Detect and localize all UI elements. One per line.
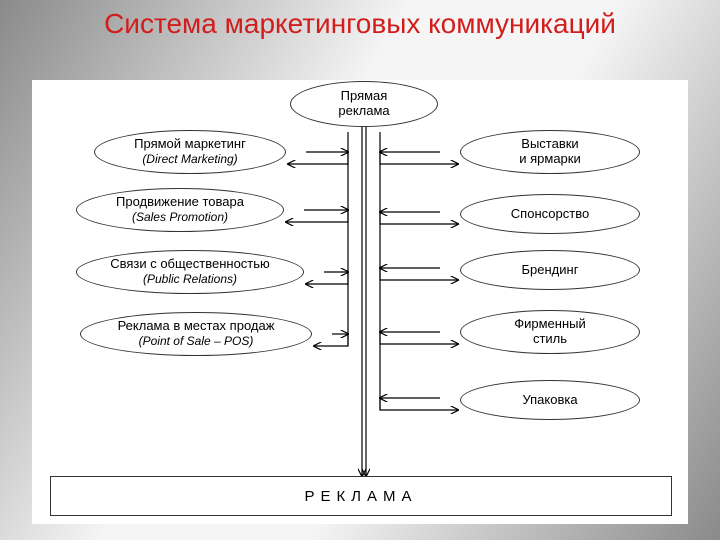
node-left-2-label: Продвижение товара (Sales Promotion)	[116, 195, 244, 225]
node-left-4: Реклама в местах продаж (Point of Sale –…	[80, 312, 312, 356]
node-right-5-label: Упаковка	[522, 393, 577, 408]
node-right-3: Брендинг	[460, 250, 640, 290]
node-right-1: Выставки и ярмарки	[460, 130, 640, 174]
node-left-3: Связи с общественностью (Public Relation…	[76, 250, 304, 294]
node-left-3-label: Связи с общественностью (Public Relation…	[110, 257, 270, 287]
node-top: Прямая реклама	[290, 81, 438, 127]
node-left-1-label: Прямой маркетинг (Direct Marketing)	[134, 137, 246, 167]
node-right-4-label: Фирменный стиль	[514, 317, 586, 347]
node-right-1-label: Выставки и ярмарки	[519, 137, 581, 167]
node-right-2: Спонсорство	[460, 194, 640, 234]
node-left-4-label: Реклама в местах продаж (Point of Sale –…	[118, 319, 275, 349]
node-right-4: Фирменный стиль	[460, 310, 640, 354]
node-left-1: Прямой маркетинг (Direct Marketing)	[94, 130, 286, 174]
node-left-2: Продвижение товара (Sales Promotion)	[76, 188, 284, 232]
node-right-2-label: Спонсорство	[511, 207, 589, 222]
node-right-3-label: Брендинг	[522, 263, 579, 278]
diagram-area: Прямая реклама Прямой маркетинг (Direct …	[32, 80, 688, 524]
slide-page: Система маркетинговых коммуникаций Пряма…	[0, 0, 720, 540]
bottom-box: РЕКЛАМА	[50, 476, 672, 516]
node-top-label: Прямая реклама	[338, 89, 389, 119]
slide-title: Система маркетинговых коммуникаций	[0, 0, 720, 40]
node-right-5: Упаковка	[460, 380, 640, 420]
bottom-box-label: РЕКЛАМА	[304, 488, 417, 505]
